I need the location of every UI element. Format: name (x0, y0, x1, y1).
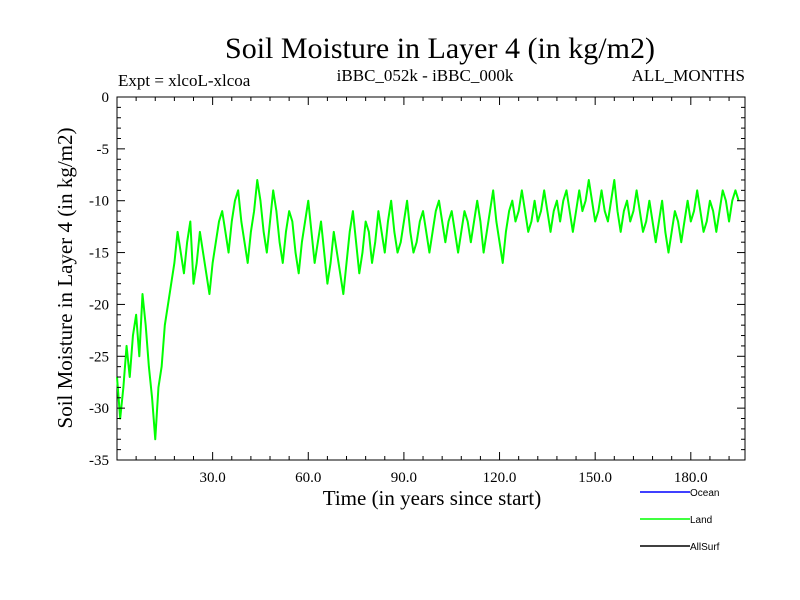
legend: Ocean Land AllSurf (640, 488, 720, 553)
x-axis-label: Time (in years since start) (323, 486, 542, 510)
y-tick-label: -10 (89, 194, 109, 210)
x-tick-label: 30.0 (200, 470, 226, 486)
y-tick-label: -25 (89, 349, 109, 365)
y-tick-label: -15 (89, 246, 109, 262)
y-tick-label: -20 (89, 297, 109, 313)
legend-label-land: Land (690, 515, 712, 526)
x-tick-label: 150.0 (578, 470, 612, 486)
series-line-land (116, 178, 740, 441)
period-label: ALL_MONTHS (632, 66, 745, 85)
y-tick-label: -5 (97, 142, 110, 158)
y-tick-label: -30 (89, 401, 109, 417)
x-tick-label: 90.0 (391, 470, 417, 486)
y-tick-label: -35 (89, 453, 109, 469)
x-tick-label: 120.0 (483, 470, 517, 486)
legend-label-allsurf: AllSurf (690, 542, 720, 553)
comparison-label: iBBC_052k - iBBC_000k (337, 66, 514, 85)
y-axis-label: Soil Moisture in Layer 4 (in kg/m2) (53, 128, 77, 429)
x-tick-label: 180.0 (674, 470, 708, 486)
legend-label-ocean: Ocean (690, 488, 719, 499)
experiment-label: Expt = xlcoL-xlcoa (118, 71, 251, 90)
y-tick-label: 0 (102, 90, 110, 106)
x-tick-label: 60.0 (295, 470, 321, 486)
plot-area-frame (116, 96, 746, 461)
chart-title: Soil Moisture in Layer 4 (in kg/m2) (225, 32, 655, 65)
